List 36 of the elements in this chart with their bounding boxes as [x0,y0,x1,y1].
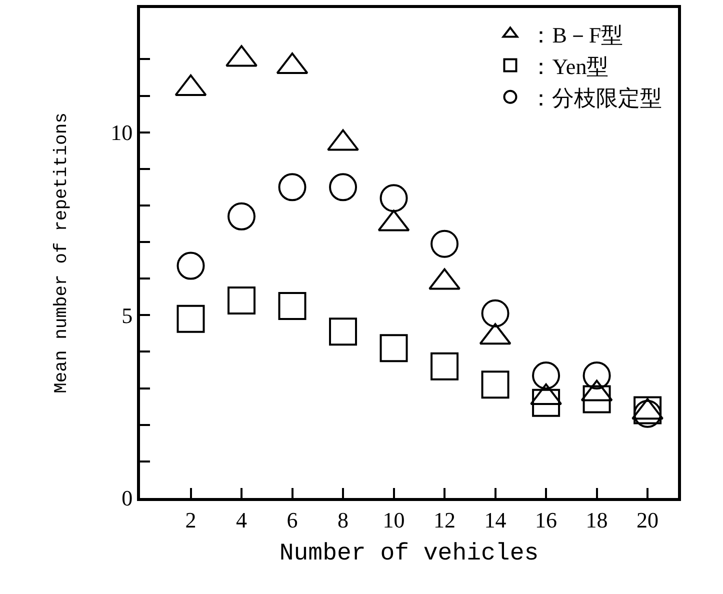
point [532,388,560,417]
point [380,334,408,362]
point [176,252,205,280]
point [481,370,510,399]
legend-label: ：B－F型 [530,22,624,48]
point [278,292,306,320]
point [228,202,256,230]
point [278,173,306,202]
x-tick-label: 20 [636,507,659,532]
x-tick-label: 4 [236,507,248,532]
point [228,286,256,315]
point [430,230,459,258]
legend-label: ：分枝限定型 [530,85,662,110]
x-tick-label: 6 [286,507,298,532]
x-tick-label: 10 [382,507,405,532]
x-tick-label: 16 [535,507,558,532]
y-tick-label: 10 [110,120,133,146]
point [430,352,459,380]
point [582,385,611,414]
x-tick-label: 14 [484,507,506,532]
x-tick-label: 12 [434,507,456,532]
y-axis-title: Mean number of repetitions [52,112,72,394]
y-tick-label: 5 [122,302,133,328]
x-axis-title: Number of vehicles [279,540,539,568]
point [481,299,510,328]
point [329,318,358,346]
x-tick-label: 2 [185,507,196,532]
legend-label: ：Yen型 [530,54,609,79]
point [329,173,358,202]
x-tick-label: 18 [586,507,608,532]
x-tick-label: 8 [338,507,349,532]
point [532,362,560,390]
point [582,362,611,390]
y-tick-label: 0 [122,486,133,511]
point [380,184,408,212]
point [176,304,205,333]
